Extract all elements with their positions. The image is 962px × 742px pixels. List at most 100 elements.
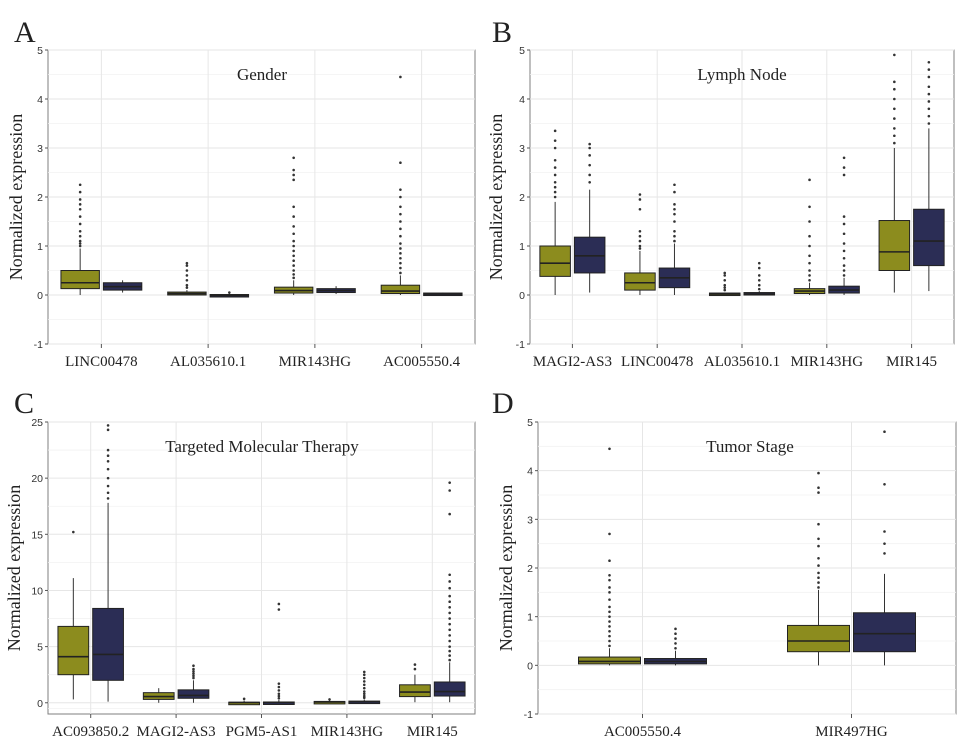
outlier-point — [673, 234, 676, 238]
outlier-point — [78, 230, 82, 233]
box-ac005550.4-a — [380, 75, 421, 295]
outlier-point — [883, 430, 886, 434]
outlier-point — [808, 274, 811, 277]
outlier-point — [757, 279, 761, 282]
outlier-point — [638, 239, 642, 243]
outlier-point — [638, 207, 642, 211]
outlier-point — [673, 207, 676, 211]
outlier-point — [673, 230, 676, 233]
outlier-point — [292, 225, 295, 228]
outlier-point — [448, 600, 451, 603]
x-category-label: PGM5-AS1 — [226, 724, 298, 740]
outlier-point — [588, 154, 591, 157]
y-tick-label: 0 — [527, 660, 533, 672]
outlier-point — [362, 690, 366, 693]
outlier-point — [413, 663, 417, 666]
outlier-point — [72, 530, 75, 534]
outlier-point — [448, 645, 451, 648]
outlier-point — [553, 195, 557, 199]
y-tick-label: 0 — [519, 290, 525, 302]
outlier-point — [448, 628, 451, 632]
outlier-point — [277, 608, 281, 611]
outlier-point — [553, 173, 557, 177]
outlier-point — [448, 639, 451, 643]
outlier-point — [362, 676, 366, 680]
outlier-point — [106, 428, 110, 432]
box-mir143hg-b — [828, 156, 860, 295]
outlier-point — [808, 244, 811, 248]
x-category-label: AC005550.4 — [383, 354, 461, 370]
outlier-point — [842, 249, 846, 253]
y-tick-label: 10 — [31, 585, 43, 597]
box-body — [578, 656, 641, 665]
y-tick-label: -1 — [524, 709, 533, 721]
outlier-point — [448, 654, 451, 657]
x-category-label: AC005550.4 — [604, 724, 682, 740]
outlier-point — [673, 239, 676, 243]
y-tick-label: 0 — [37, 698, 43, 710]
panel-title: Tumor Stage — [706, 437, 794, 456]
outlier-point — [674, 627, 677, 631]
outlier-point — [185, 283, 189, 287]
outlier-point — [723, 283, 727, 287]
outlier-point — [608, 625, 611, 628]
outlier-point — [78, 239, 82, 243]
outlier-point — [448, 580, 451, 583]
outlier-point — [106, 467, 110, 471]
outlier-point — [185, 274, 189, 277]
outlier-point — [292, 269, 295, 272]
box-ac093850.2-b — [92, 424, 124, 702]
outlier-point — [78, 244, 82, 248]
outlier-point — [448, 489, 451, 492]
outlier-point — [757, 261, 761, 265]
outlier-point — [277, 602, 281, 606]
outlier-point — [927, 85, 931, 89]
outlier-point — [608, 559, 611, 562]
outlier-point — [883, 530, 886, 533]
outlier-point — [608, 639, 611, 643]
outlier-point — [292, 173, 295, 177]
x-category-label: MIR143HG — [279, 354, 352, 370]
box-body — [878, 220, 911, 272]
outlier-point — [185, 269, 189, 272]
box-al035610.1-a — [708, 271, 741, 297]
outlier-point — [448, 481, 451, 484]
box-magi2-as3-b — [573, 142, 606, 293]
outlier-point — [553, 190, 557, 194]
outlier-point — [185, 261, 189, 265]
outlier-point — [674, 637, 677, 640]
outlier-point — [673, 190, 676, 194]
outlier-point — [106, 424, 110, 427]
outlier-point — [608, 591, 611, 594]
outlier-point — [723, 279, 727, 282]
outlier-point — [292, 232, 295, 236]
outlier-point — [817, 556, 820, 560]
outlier-point — [399, 256, 402, 260]
outlier-point — [362, 692, 366, 696]
outlier-point — [883, 542, 886, 545]
outlier-point — [638, 234, 642, 238]
y-tick-label: 3 — [519, 143, 525, 155]
outlier-point — [448, 594, 451, 598]
outlier-point — [588, 142, 591, 146]
outlier-point — [927, 92, 931, 96]
outlier-point — [292, 264, 295, 267]
outlier-point — [192, 667, 195, 671]
outlier-point — [78, 222, 82, 226]
outlier-point — [842, 274, 846, 277]
panel-letter: B — [492, 16, 512, 49]
y-tick-label: 3 — [37, 143, 43, 155]
y-tick-label: -1 — [516, 339, 525, 351]
box-mir143hg-b — [316, 286, 356, 295]
box-pgm5-as1-b — [263, 602, 295, 705]
outlier-point — [185, 286, 189, 289]
outlier-point — [106, 448, 110, 452]
outlier-point — [448, 586, 451, 590]
outlier-point — [106, 497, 110, 500]
outlier-point — [757, 283, 761, 287]
box-ac005550.4-a — [578, 447, 641, 666]
outlier-point — [638, 230, 642, 233]
outlier-point — [362, 686, 366, 690]
box-pgm5-as1-a — [228, 697, 260, 706]
outlier-point — [893, 87, 896, 91]
